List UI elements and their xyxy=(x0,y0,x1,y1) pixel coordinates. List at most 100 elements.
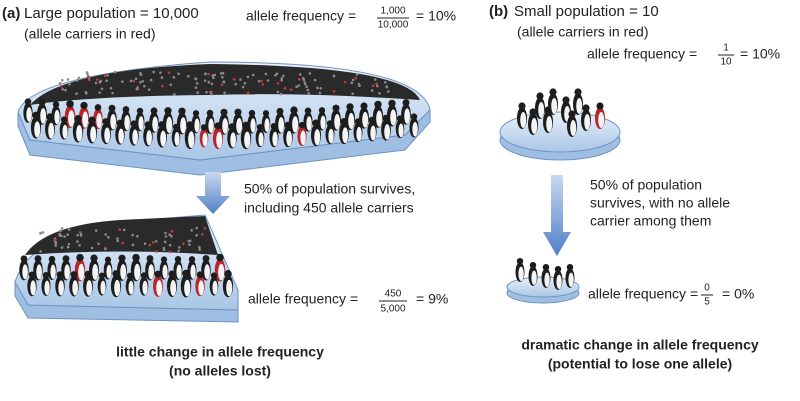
crowd-dot xyxy=(355,73,359,76)
penguin-belly xyxy=(92,264,99,280)
panel-label: (a) xyxy=(2,5,20,22)
penguin xyxy=(310,119,322,147)
penguin xyxy=(103,256,113,280)
crowd-dot xyxy=(53,238,57,242)
penguin xyxy=(83,270,93,297)
crowd-dot xyxy=(66,233,69,236)
crowd-dot xyxy=(164,235,168,238)
penguin-belly xyxy=(22,264,28,280)
penguin-belly xyxy=(278,117,285,133)
crowd-dot xyxy=(210,90,214,94)
crowd-dot xyxy=(67,242,71,246)
crowd-dot xyxy=(59,84,63,88)
crowd-dot xyxy=(75,92,78,95)
denominator: 5,000 xyxy=(380,304,405,315)
penguin-belly xyxy=(110,113,117,130)
penguin-belly xyxy=(36,264,42,280)
penguin xyxy=(59,116,69,140)
crowd-dot xyxy=(98,91,101,94)
penguin-head xyxy=(216,253,224,262)
crowd-dot xyxy=(100,87,104,91)
crowd-dot xyxy=(134,77,138,81)
penguin-head xyxy=(340,117,348,126)
penguin xyxy=(367,116,377,142)
numerator: 0 xyxy=(704,283,710,294)
penguin xyxy=(121,106,131,132)
arrow xyxy=(543,175,571,256)
penguin xyxy=(23,98,33,123)
penguin xyxy=(386,99,398,127)
crowd-dot xyxy=(173,93,176,96)
frequency-label: allele frequency = xyxy=(588,286,698,302)
penguin xyxy=(97,272,107,296)
crowd-dot xyxy=(385,85,389,89)
penguin-belly xyxy=(250,118,256,133)
crowd-dot xyxy=(63,235,66,238)
penguin-belly xyxy=(118,128,124,144)
penguin-belly xyxy=(134,263,141,281)
penguin xyxy=(288,106,300,134)
penguin-belly xyxy=(208,118,214,133)
penguin xyxy=(47,255,57,280)
penguin-head xyxy=(256,124,264,131)
crowd-dot xyxy=(143,242,147,246)
crowd-dot xyxy=(373,78,377,81)
penguin xyxy=(45,113,55,140)
penguins xyxy=(19,70,605,298)
penguin-belly xyxy=(48,122,55,139)
crowd-dot xyxy=(99,79,103,83)
penguin-head xyxy=(108,104,116,112)
penguin-head xyxy=(202,255,210,262)
penguin xyxy=(344,103,356,130)
penguin-belly xyxy=(180,117,187,134)
penguin-head xyxy=(360,102,368,110)
crowd-dot xyxy=(196,91,199,94)
penguin xyxy=(395,115,405,139)
penguin-head xyxy=(20,255,28,263)
penguin-head xyxy=(46,113,54,121)
crowd-dot xyxy=(168,233,171,236)
penguin-belly xyxy=(412,122,418,137)
penguin xyxy=(130,253,142,282)
penguin xyxy=(528,261,538,286)
crowd-dot xyxy=(274,73,277,77)
penguin-head xyxy=(206,109,214,117)
penguin xyxy=(145,255,155,281)
crowd-dot xyxy=(131,233,134,237)
crowd-dot xyxy=(279,92,283,96)
penguin xyxy=(180,269,192,298)
penguin xyxy=(167,270,177,297)
penguin-belly xyxy=(106,264,112,279)
penguin-belly xyxy=(230,132,236,148)
penguin xyxy=(159,256,169,280)
penguin-head xyxy=(90,254,98,262)
crowd-dot xyxy=(276,82,280,85)
crowd-dot xyxy=(167,71,171,74)
penguin-belly xyxy=(404,108,411,124)
crowd-dot xyxy=(103,74,107,78)
penguin-head xyxy=(200,124,208,131)
penguin xyxy=(595,102,605,129)
penguin xyxy=(115,119,125,145)
penguin-head xyxy=(42,271,50,279)
crowd-dot xyxy=(116,239,120,243)
penguin-head xyxy=(126,272,134,279)
penguin-belly xyxy=(176,264,182,279)
crowd-dot xyxy=(54,244,58,247)
penguin-belly xyxy=(132,129,138,145)
penguin xyxy=(187,256,197,280)
penguin-head xyxy=(290,106,298,114)
penguin xyxy=(381,114,391,141)
crowd-dot xyxy=(297,84,301,87)
crowd-dot xyxy=(168,250,172,254)
crowd-dot xyxy=(84,92,88,95)
crowd-dot xyxy=(350,81,354,85)
crowd-dot xyxy=(306,88,310,92)
penguin-belly xyxy=(142,280,148,295)
penguin xyxy=(573,88,583,115)
crowd-dot xyxy=(147,88,151,91)
crowd-dot xyxy=(378,92,381,95)
penguin xyxy=(255,124,265,148)
penguin xyxy=(30,111,42,139)
